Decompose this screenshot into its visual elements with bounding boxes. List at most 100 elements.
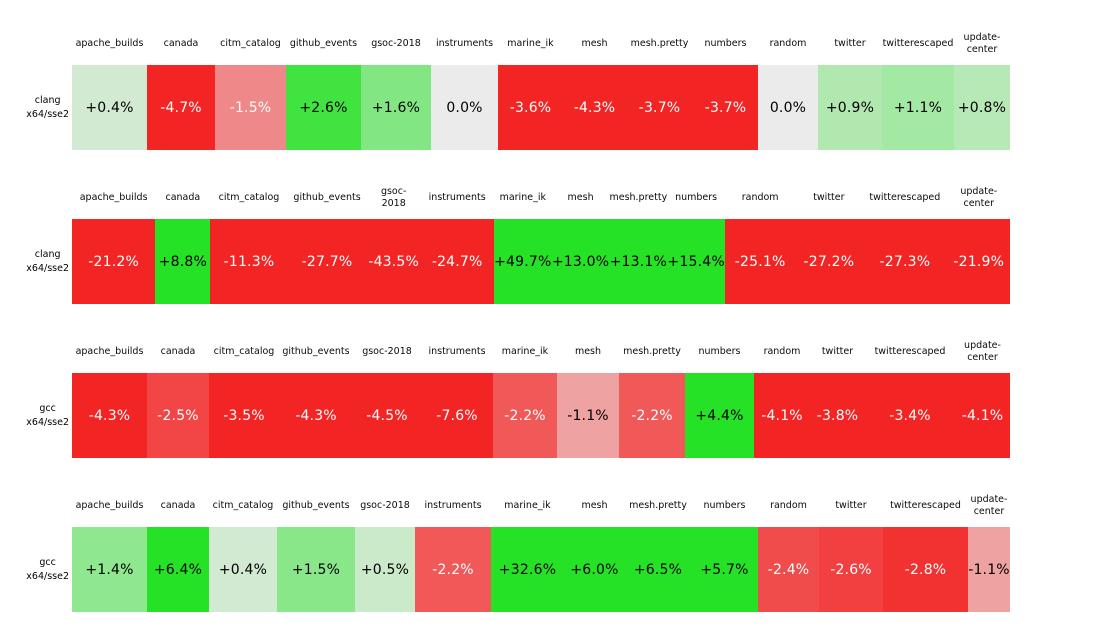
heatmap-cell: -3.4%	[865, 373, 955, 458]
heatmap-cell: -4.3%	[279, 373, 353, 458]
column-header: twitterescaped	[882, 37, 954, 49]
heatmap-cells-row: +1.4% +6.4% +0.4% +1.5% +0.5% -2.2% +32.6% +6.0…	[72, 527, 1010, 612]
column-header: instruments	[428, 191, 486, 203]
column-header: update- center	[960, 185, 998, 209]
column-header: random	[763, 345, 801, 357]
heatmap-cell: -3.5%	[209, 373, 279, 458]
row-label: clang x64/sse2	[0, 65, 72, 150]
heatmap-cell: -27.7%	[287, 219, 367, 304]
column-header: twitter	[835, 499, 867, 511]
row-label-text: gcc x64/sse2	[26, 403, 69, 428]
heatmap-cell: -4.3%	[72, 373, 147, 458]
column-header: github_events	[293, 191, 361, 203]
column-header: apache_builds	[75, 345, 144, 357]
column-header: canada	[160, 499, 196, 511]
heatmap-cell: -2.5%	[147, 373, 209, 458]
column-header: twitter	[821, 345, 854, 357]
heatmap-main: apache_builds canada citm_catalog github_ev…	[72, 485, 1010, 612]
column-header: canada	[163, 37, 199, 49]
column-header: update- center	[970, 493, 1008, 517]
heatmap-cell: -1.1%	[557, 373, 619, 458]
heatmap-cell: -3.6%	[498, 65, 563, 150]
heatmap-cell: +0.4%	[72, 65, 147, 150]
heatmap-cell: -1.5%	[215, 65, 286, 150]
column-header: github_events	[289, 37, 358, 49]
column-header: mesh.pretty	[609, 191, 668, 203]
column-header: twitterescaped	[869, 191, 941, 203]
column-header: apache_builds	[79, 191, 148, 203]
heatmap-main: apache_builds canada citm_catalog github_ev…	[72, 177, 1011, 304]
heatmap-cell: +1.4%	[72, 527, 147, 612]
heatmap-block-2: clang x64/sse2 apache_builds canada citm_ca…	[0, 177, 1011, 304]
column-header: mesh.pretty	[630, 37, 689, 49]
heatmap-cell: -2.2%	[619, 373, 685, 458]
heatmap-cells-row: -4.3% -2.5% -3.5% -4.3% -4.5% -7.6% -2.2% -1.1%…	[72, 373, 1010, 458]
column-header: numbers	[703, 499, 746, 511]
column-header: twitter	[813, 191, 845, 203]
heatmap-cell: +5.7%	[691, 527, 758, 612]
column-header: apache_builds	[75, 37, 144, 49]
column-headers-row: apache_builds canada citm_catalog github_ev…	[72, 177, 1010, 219]
heatmap-cell: -21.9%	[947, 219, 1011, 304]
row-label: gcc x64/sse2	[0, 527, 72, 612]
heatmap-cell: +4.4%	[685, 373, 754, 458]
column-header: mesh	[581, 499, 608, 511]
column-header: mesh.pretty	[629, 499, 687, 511]
heatmap-cell: -24.7%	[420, 219, 494, 304]
column-header: gsoc- 2018	[380, 185, 407, 209]
row-label: gcc x64/sse2	[0, 373, 72, 458]
heatmap-block-1: clang x64/sse2 apache_builds canada citm_ca…	[0, 23, 1010, 150]
heatmap-cell: -4.1%	[754, 373, 810, 458]
column-header: twitterescaped	[890, 499, 961, 511]
heatmap-cell: +32.6%	[491, 527, 564, 612]
heatmap-cell: +0.5%	[355, 527, 415, 612]
column-header: numbers	[698, 345, 741, 357]
heatmap-cell: 0.0%	[758, 65, 818, 150]
column-header: mesh	[581, 37, 608, 49]
heatmap-cell: +13.1%	[609, 219, 668, 304]
heatmap-cell: -21.2%	[72, 219, 156, 304]
column-header: gsoc-2018	[362, 345, 412, 357]
heatmap-cell: 0.0%	[431, 65, 498, 150]
heatmap-cell: -2.2%	[415, 527, 491, 612]
heatmap-cell: +1.5%	[277, 527, 355, 612]
column-header: mesh	[574, 345, 602, 357]
heatmap-cell: +1.1%	[882, 65, 954, 150]
column-header: citm_catalog	[212, 499, 274, 511]
heatmap-cell: +6.5%	[625, 527, 691, 612]
heatmap-cell: -3.8%	[810, 373, 865, 458]
column-header: instruments	[424, 499, 482, 511]
heatmap-cell: +8.8%	[155, 219, 211, 304]
heatmap-cell: +0.9%	[818, 65, 882, 150]
column-header: marine_ik	[504, 499, 551, 511]
heatmap-cell: -2.8%	[883, 527, 968, 612]
column-header: update- center	[963, 31, 1001, 55]
column-header: update- center	[964, 339, 1001, 363]
column-header: twitterescaped	[874, 345, 946, 357]
heatmap-cell: +49.7%	[493, 219, 552, 304]
column-header: mesh	[567, 191, 594, 203]
row-label-text: clang x64/sse2	[26, 249, 69, 274]
column-header: twitter	[834, 37, 866, 49]
row-label: clang x64/sse2	[0, 219, 72, 304]
heatmap-cell: +0.4%	[209, 527, 277, 612]
column-header: marine_ik	[507, 37, 554, 49]
column-header: random	[769, 37, 807, 49]
column-header: numbers	[704, 37, 747, 49]
column-header: numbers	[675, 191, 718, 203]
column-header: gsoc-2018	[371, 37, 421, 49]
column-headers-row: apache_builds canada citm_catalog github_ev…	[72, 331, 1010, 373]
heatmap-main: apache_builds canada citm_catalog github_ev…	[72, 331, 1010, 458]
column-header: instruments	[435, 37, 494, 49]
heatmap-cells-row: +0.4% -4.7% -1.5% +2.6% +1.6% 0.0% -3.6% -4.3% -…	[72, 65, 1010, 150]
column-header: citm_catalog	[218, 191, 280, 203]
heatmap-cell: -3.7%	[626, 65, 693, 150]
row-label-text: gcc x64/sse2	[26, 557, 69, 582]
heatmap-cell: -4.7%	[147, 65, 215, 150]
column-header: citm_catalog	[220, 37, 281, 49]
heatmap-cell: -11.3%	[210, 219, 288, 304]
heatmap-cell: -7.6%	[421, 373, 493, 458]
heatmap-block-4: gcc x64/sse2 apache_builds canada citm_cata…	[0, 485, 1010, 612]
heatmap-cell: -1.1%	[968, 527, 1010, 612]
